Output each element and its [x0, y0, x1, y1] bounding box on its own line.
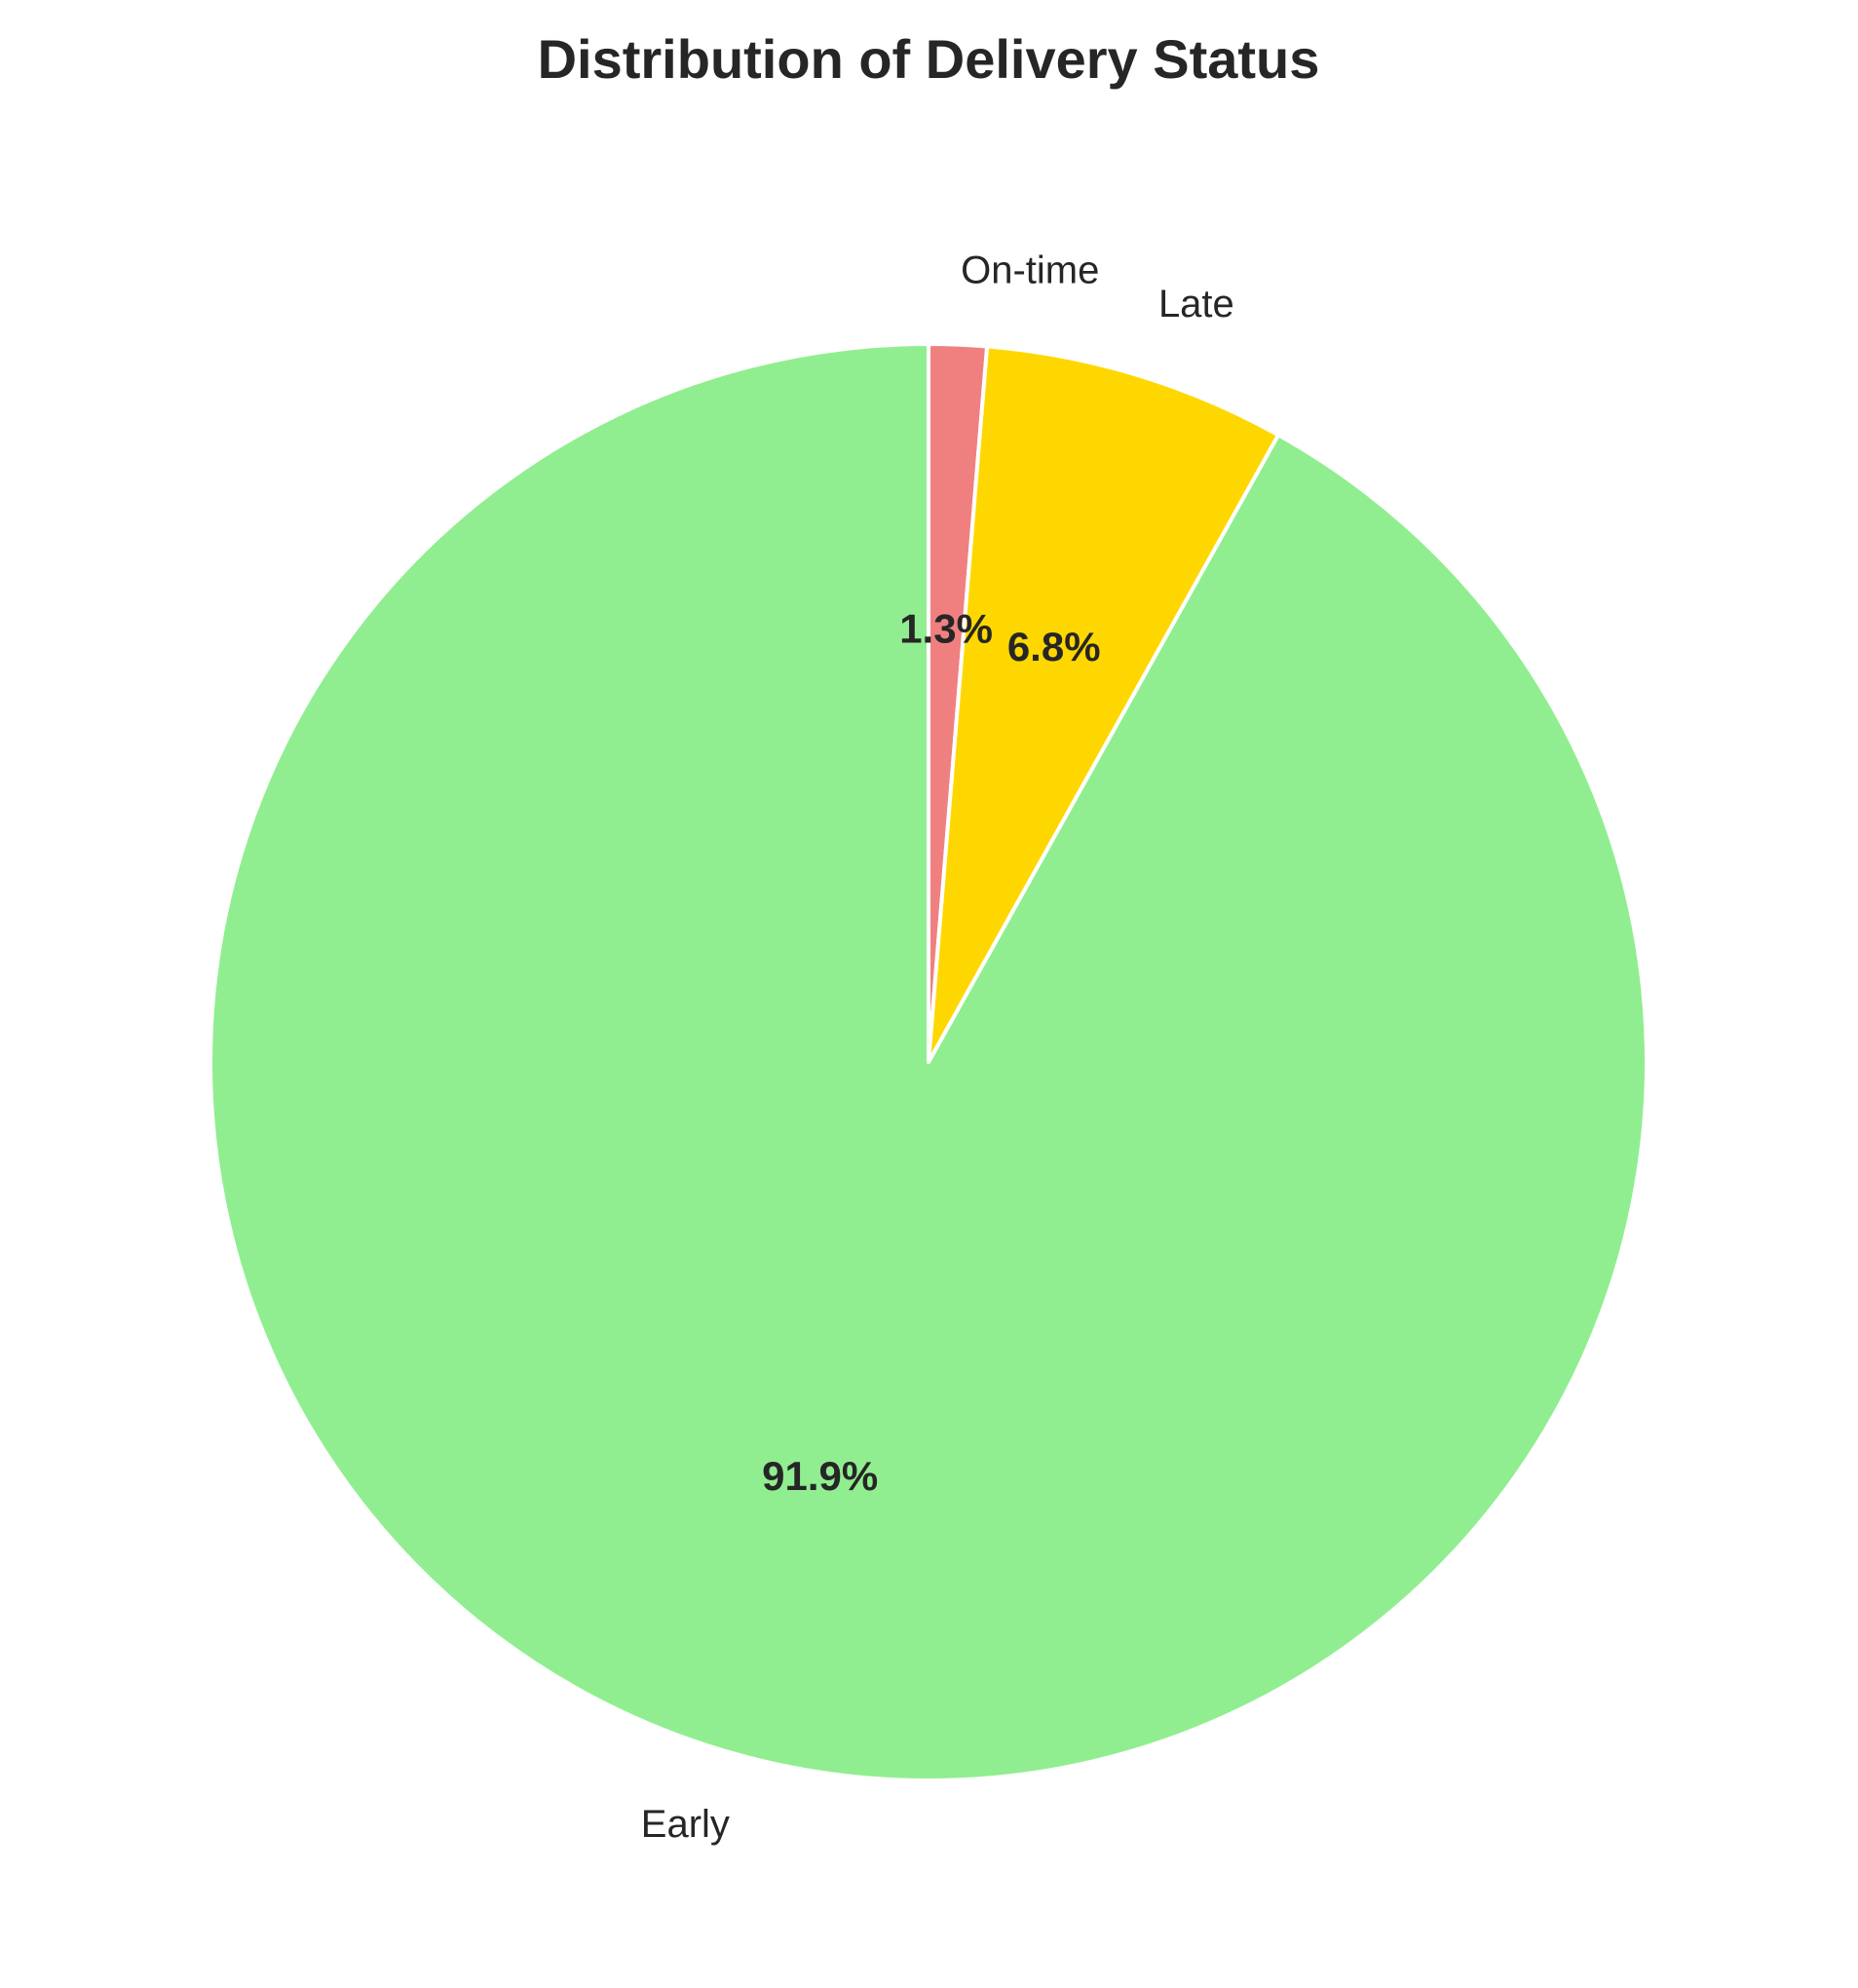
- slice-label-on-time: On-time: [961, 249, 1099, 292]
- pie-slice-early: [209, 342, 1649, 1782]
- pct-label-on-time: 1.3%: [899, 605, 993, 651]
- chart-title: Distribution of Delivery Status: [538, 28, 1320, 90]
- pct-label-late: 6.8%: [1007, 624, 1101, 669]
- slice-label-early: Early: [641, 1803, 730, 1846]
- pct-label-early: 91.9%: [762, 1453, 878, 1499]
- pie-slices: [209, 342, 1649, 1782]
- slice-label-late: Late: [1158, 283, 1234, 325]
- pie-slice-late: [927, 344, 1281, 1064]
- pie-labels: On-time 1.3% Late 6.8% Early 91.9%: [641, 249, 1234, 1847]
